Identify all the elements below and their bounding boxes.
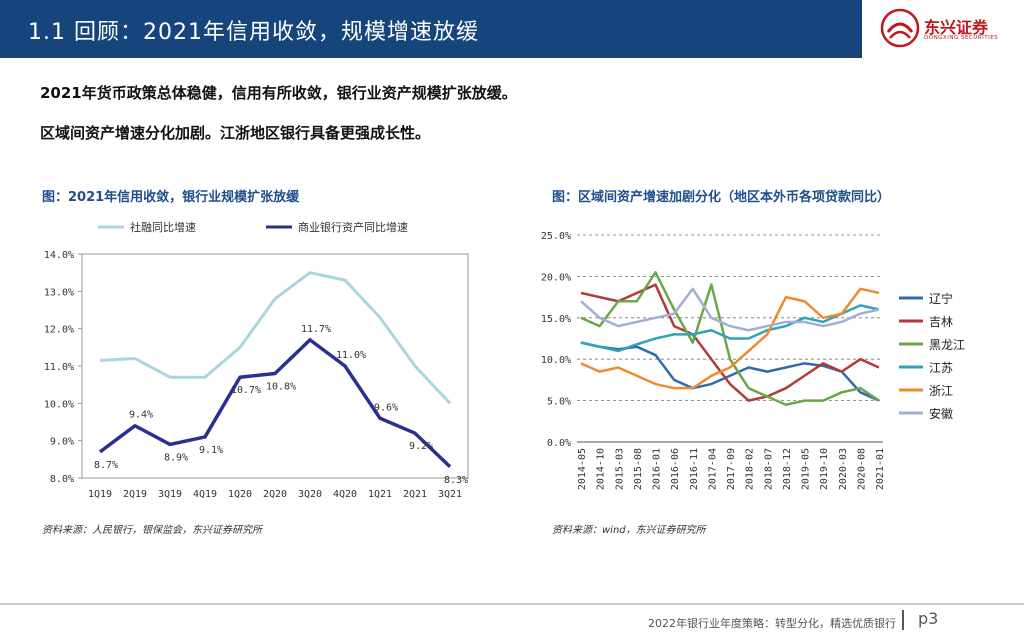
x-tick-label-3: 4Q19 bbox=[193, 489, 217, 500]
x-tick-label-13: 2019-10 bbox=[819, 448, 830, 490]
logo-name: 东兴证券 bbox=[924, 18, 989, 37]
page-number: p3 bbox=[918, 609, 939, 628]
y-tick-label-3: 15.0% bbox=[541, 314, 571, 325]
data-label-8: 9.6% bbox=[374, 402, 398, 413]
x-tick-label-5: 2016-06 bbox=[670, 448, 681, 490]
data-label-4: 10.7% bbox=[231, 385, 261, 396]
bullet-text-1: 2021年货币政策总体稳健，信用有所收敛，银行业资产规模扩张放缓。 bbox=[40, 84, 517, 102]
right-chart-source: 资料来源：wind，东兴证券研究所 bbox=[552, 525, 706, 536]
data-label-3: 9.1% bbox=[199, 445, 223, 456]
x-tick-label-5: 2Q20 bbox=[263, 489, 287, 500]
legend-label-1: 吉林 bbox=[929, 315, 953, 329]
legend-label-1: 商业银行资产同比增速 bbox=[298, 220, 408, 234]
x-tick-label-7: 2017-04 bbox=[707, 448, 718, 490]
data-label-0: 8.7% bbox=[94, 460, 118, 471]
x-tick-label-16: 2021-01 bbox=[875, 448, 886, 490]
x-tick-label-8: 2017-09 bbox=[726, 448, 737, 490]
series-line-0 bbox=[99, 271, 452, 405]
y-tick-label-2: 10.0% bbox=[541, 355, 571, 366]
series-line-1 bbox=[98, 338, 452, 469]
x-tick-label-7: 4Q20 bbox=[333, 489, 357, 500]
series-line-1 bbox=[580, 283, 880, 402]
x-tick-label-4: 2016-01 bbox=[652, 448, 663, 490]
data-label-6: 11.7% bbox=[301, 324, 331, 335]
y-tick-label-5: 25.0% bbox=[541, 231, 571, 242]
left-chart-title: 图：2021年信用收敛，银行业规模扩张放缓 bbox=[42, 190, 300, 205]
x-tick-label-1: 2014-10 bbox=[596, 448, 607, 490]
left-chart-source: 资料来源：人民银行，银保监会，东兴证券研究所 bbox=[42, 525, 262, 536]
legend-label-0: 辽宁 bbox=[929, 291, 953, 306]
y-tick-label-4: 12.0% bbox=[44, 325, 74, 336]
y-tick-label-5: 13.0% bbox=[44, 287, 74, 298]
header-bar: 1.1 回顾：2021年信用收敛，规模增速放缓 bbox=[0, 0, 862, 58]
data-label-2: 8.9% bbox=[164, 452, 188, 463]
x-tick-label-4: 1Q20 bbox=[228, 489, 252, 500]
x-tick-label-8: 1Q21 bbox=[368, 489, 392, 500]
legend-label-0: 社融同比增速 bbox=[130, 220, 196, 234]
x-tick-label-11: 2018-12 bbox=[782, 448, 793, 490]
x-tick-label-9: 2Q21 bbox=[403, 489, 427, 500]
x-tick-label-14: 2020-03 bbox=[838, 448, 849, 490]
series-line-2 bbox=[580, 271, 880, 406]
series-line-3 bbox=[580, 304, 880, 353]
x-tick-label-15: 2020-08 bbox=[856, 448, 867, 490]
data-label-7: 11.0% bbox=[336, 350, 366, 361]
x-tick-label-3: 2015-08 bbox=[633, 448, 644, 490]
data-label-10: 8.3% bbox=[444, 475, 468, 486]
y-tick-label-1: 5.0% bbox=[547, 397, 571, 408]
logo-subtitle: DONGXING SECURITIES bbox=[924, 35, 999, 41]
legend-label-3: 江苏 bbox=[929, 361, 953, 375]
x-tick-label-10: 3Q21 bbox=[438, 489, 462, 500]
legend-label-2: 黑龙江 bbox=[929, 338, 965, 352]
y-tick-label-0: 8.0% bbox=[50, 474, 74, 485]
footer-divider bbox=[0, 603, 1024, 605]
logo-emblem-icon bbox=[880, 8, 920, 48]
data-label-1: 9.4% bbox=[129, 410, 153, 421]
footer-text: 2022年银行业年度策略：转型分化，精选优质银行 bbox=[648, 617, 896, 630]
series-line-5 bbox=[580, 287, 880, 332]
x-tick-label-6: 2016-11 bbox=[689, 448, 700, 490]
x-tick-label-0: 2014-05 bbox=[577, 448, 588, 490]
x-tick-label-1: 2Q19 bbox=[123, 489, 147, 500]
y-tick-label-6: 14.0% bbox=[44, 250, 74, 261]
bullet-text-2: 区域间资产增速分化加剧。江浙地区银行具备更强成长性。 bbox=[40, 124, 431, 142]
x-tick-label-6: 3Q20 bbox=[298, 489, 322, 500]
series-line-4 bbox=[580, 287, 880, 390]
page-title: 1.1 回顾：2021年信用收敛，规模增速放缓 bbox=[28, 20, 479, 45]
x-tick-label-9: 2018-02 bbox=[745, 448, 756, 490]
x-tick-label-2: 3Q19 bbox=[158, 489, 182, 500]
left-line-chart: 社融同比增速 商业银行资产同比增速 8.0% 9.0% 10.0% 11.0% 12.0% 1… bbox=[44, 220, 469, 500]
right-line-chart: 0.0% 5.0% 10.0% 15.0% 20.0% 25.0% 2014-05 2014-… bbox=[541, 231, 965, 490]
company-logo: 东兴证券 DONGXING SECURITIES bbox=[880, 8, 1010, 52]
y-tick-label-2: 10.0% bbox=[44, 399, 74, 410]
x-tick-label-12: 2019-05 bbox=[801, 448, 812, 490]
x-tick-label-10: 2018-07 bbox=[763, 448, 774, 490]
y-tick-label-0: 0.0% bbox=[547, 438, 571, 449]
right-chart-title: 图：区域间资产增速加剧分化（地区本外币各项贷款同比） bbox=[552, 190, 891, 205]
y-tick-label-1: 9.0% bbox=[50, 437, 74, 448]
y-tick-label-4: 20.0% bbox=[541, 272, 571, 283]
legend-label-4: 浙江 bbox=[929, 384, 953, 398]
legend-label-5: 安徽 bbox=[929, 406, 953, 421]
footer-separator bbox=[902, 610, 904, 630]
x-tick-label-2: 2015-03 bbox=[614, 448, 625, 490]
data-label-5: 10.8% bbox=[266, 381, 296, 392]
x-tick-label-0: 1Q19 bbox=[88, 489, 112, 500]
data-label-9: 9.2% bbox=[409, 441, 433, 452]
y-tick-label-3: 11.0% bbox=[44, 362, 74, 373]
